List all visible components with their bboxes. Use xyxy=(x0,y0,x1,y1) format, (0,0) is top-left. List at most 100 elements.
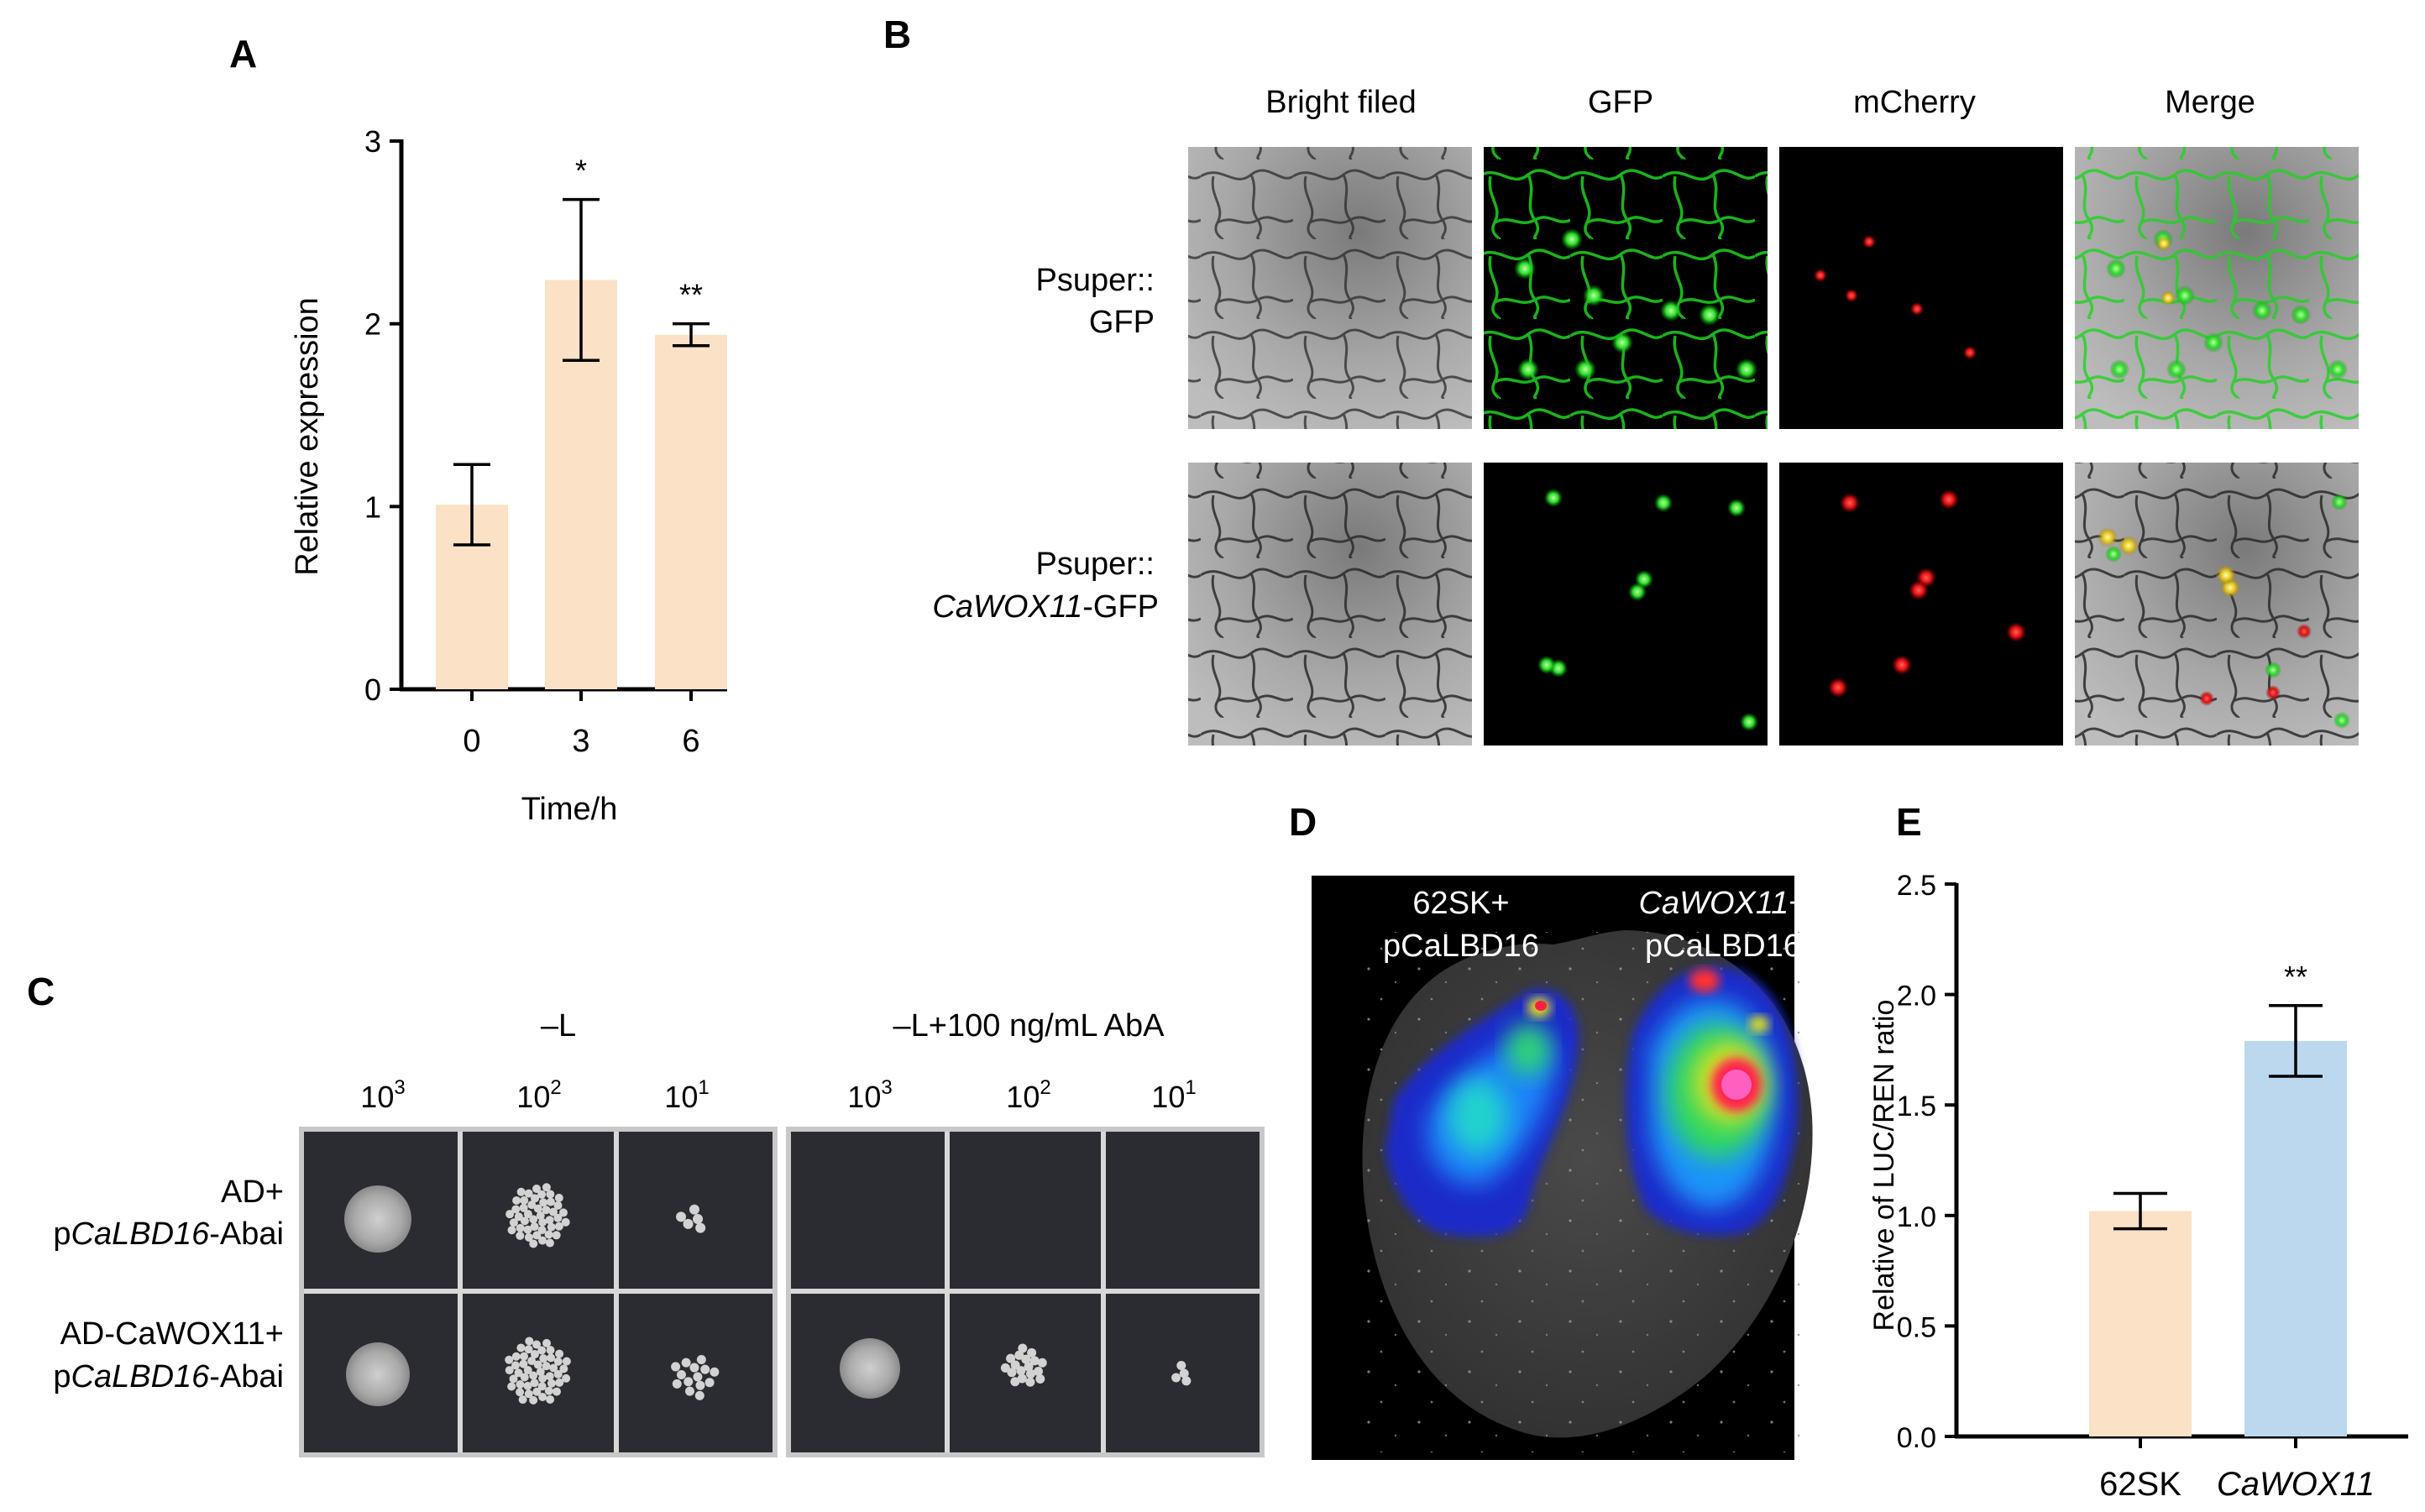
yeast-colony xyxy=(516,1187,526,1196)
nucleus-signal xyxy=(1862,235,1876,249)
yeast-colony xyxy=(532,1387,542,1396)
nucleus-signal xyxy=(1727,499,1746,517)
yeast-colony xyxy=(507,1382,516,1391)
yeast-colony xyxy=(671,1362,681,1372)
nucleus-signal xyxy=(1736,358,1757,380)
yeast-colony xyxy=(346,1342,410,1406)
nucleus-signal xyxy=(2166,359,2187,379)
yeast-colony xyxy=(542,1183,551,1192)
nucleus-signal xyxy=(1840,493,1860,513)
yeast-colony xyxy=(547,1379,556,1388)
yeast-colony xyxy=(546,1394,555,1404)
yeast-colony xyxy=(553,1201,563,1210)
yeast-colony xyxy=(523,1210,532,1219)
panel-b: B Bright filed GFP mCherry Merge Psuper:… xyxy=(883,13,2359,746)
yeast-colony xyxy=(532,1340,542,1349)
yeast-colony xyxy=(562,1357,571,1366)
nucleus-signal xyxy=(2161,290,2176,306)
yeast-colony xyxy=(537,1382,547,1391)
y-tick-label: 0.0 xyxy=(1897,1422,1936,1454)
yeast-colony xyxy=(507,1226,516,1235)
yeast-colony xyxy=(704,1378,715,1388)
row-label-2-line1: Psuper:: xyxy=(1035,547,1155,582)
micrograph-gfp-gfp xyxy=(1484,147,1768,429)
yeast-colony xyxy=(710,1367,720,1377)
yeast-colony xyxy=(552,1231,561,1240)
nucleus-signal xyxy=(1517,358,1539,380)
yeast-colony xyxy=(537,1190,547,1199)
nucleus-signal xyxy=(2297,624,2312,639)
yeast-colony xyxy=(516,1231,525,1240)
yeast-colony xyxy=(1014,1350,1024,1360)
yeast-colony xyxy=(1179,1368,1189,1379)
yeast-colony xyxy=(520,1195,529,1205)
yeast-row-2-line2: pCaLBD16-Abai xyxy=(53,1359,284,1394)
y-tick-label: 1 xyxy=(364,489,381,524)
yeast-colony xyxy=(524,1345,533,1354)
yeast-colony xyxy=(1007,1368,1017,1378)
yeast-colony xyxy=(554,1222,563,1231)
yeast-colony xyxy=(1018,1343,1028,1353)
yeast-colony xyxy=(549,1363,558,1373)
nucleus-signal xyxy=(2175,285,2195,306)
y-tick-label: 1.5 xyxy=(1897,1091,1936,1122)
nucleus-signal xyxy=(1814,269,1827,282)
yeast-colony xyxy=(1000,1363,1010,1373)
error-bar xyxy=(453,463,490,547)
yeast-colony xyxy=(547,1222,556,1232)
yeast-colony xyxy=(516,1388,525,1397)
yeast-colony xyxy=(544,1386,553,1395)
yeast-colony xyxy=(555,1349,564,1358)
yeast-row-1-line1: AD+ xyxy=(221,1175,284,1210)
yeast-colony xyxy=(1029,1356,1040,1366)
yeast-colony xyxy=(532,1231,542,1240)
yeast-colony xyxy=(516,1379,525,1389)
yeast-colony xyxy=(523,1225,532,1234)
yeast-colony xyxy=(524,1189,533,1198)
significance-marker: ** xyxy=(2284,960,2307,994)
yeast-colony xyxy=(505,1366,514,1375)
nucleus-signal xyxy=(1845,289,1858,302)
yeast-colony xyxy=(527,1356,537,1365)
y-axis-label: Relative expression xyxy=(290,297,325,576)
infiltration-label-right-1: CaWOX11+ xyxy=(1639,886,1808,921)
nucleus-signal xyxy=(2291,305,2311,325)
yeast-colony xyxy=(542,1362,551,1371)
dilution-label: 103 xyxy=(847,1076,892,1114)
nucleus-signal xyxy=(1740,713,1758,731)
yeast-colony xyxy=(529,1239,538,1248)
yeast-colony xyxy=(1181,1376,1192,1386)
yeast-colony xyxy=(681,1358,691,1368)
yeast-colony xyxy=(547,1353,556,1363)
yeast-colony xyxy=(545,1216,554,1225)
nucleus-signal xyxy=(1963,346,1977,359)
panel-letter-a: A xyxy=(229,32,257,76)
yeast-colony xyxy=(1021,1354,1031,1364)
yeast-colony xyxy=(536,1211,545,1220)
yeast-colony xyxy=(537,1346,547,1355)
yeast-colony xyxy=(530,1222,539,1232)
yeast-colony xyxy=(558,1208,568,1217)
error-bar xyxy=(2113,1191,2167,1231)
yeast-colony xyxy=(689,1363,699,1373)
panel-e: E 0.0 0.5 1.0 1.5 2.0 2.5 62SK ** CaWOX11 Relat… xyxy=(1868,800,2408,1503)
significance-marker: * xyxy=(575,154,587,188)
yeast-colony xyxy=(1171,1373,1181,1383)
nucleus-signal xyxy=(1910,302,1924,316)
yeast-colony xyxy=(1035,1374,1045,1384)
yeast-colony xyxy=(511,1352,521,1361)
nucleus-signal xyxy=(1660,300,1682,322)
yeast-colony xyxy=(683,1218,694,1229)
micrograph-bright-field-gfp xyxy=(1188,147,1472,429)
yeast-colony xyxy=(511,1361,520,1370)
yeast-colony xyxy=(552,1387,561,1396)
error-bar xyxy=(563,197,600,362)
yeast-colony xyxy=(1025,1377,1035,1387)
error-bar xyxy=(2269,1004,2323,1078)
yeast-colony xyxy=(545,1372,554,1381)
nucleus-signal xyxy=(2252,301,2272,321)
yeast-colony xyxy=(514,1368,523,1378)
yeast-colony xyxy=(553,1369,563,1379)
col-header-bright-field: Bright filed xyxy=(1265,85,1417,120)
nucleus-signal xyxy=(2203,332,2223,353)
